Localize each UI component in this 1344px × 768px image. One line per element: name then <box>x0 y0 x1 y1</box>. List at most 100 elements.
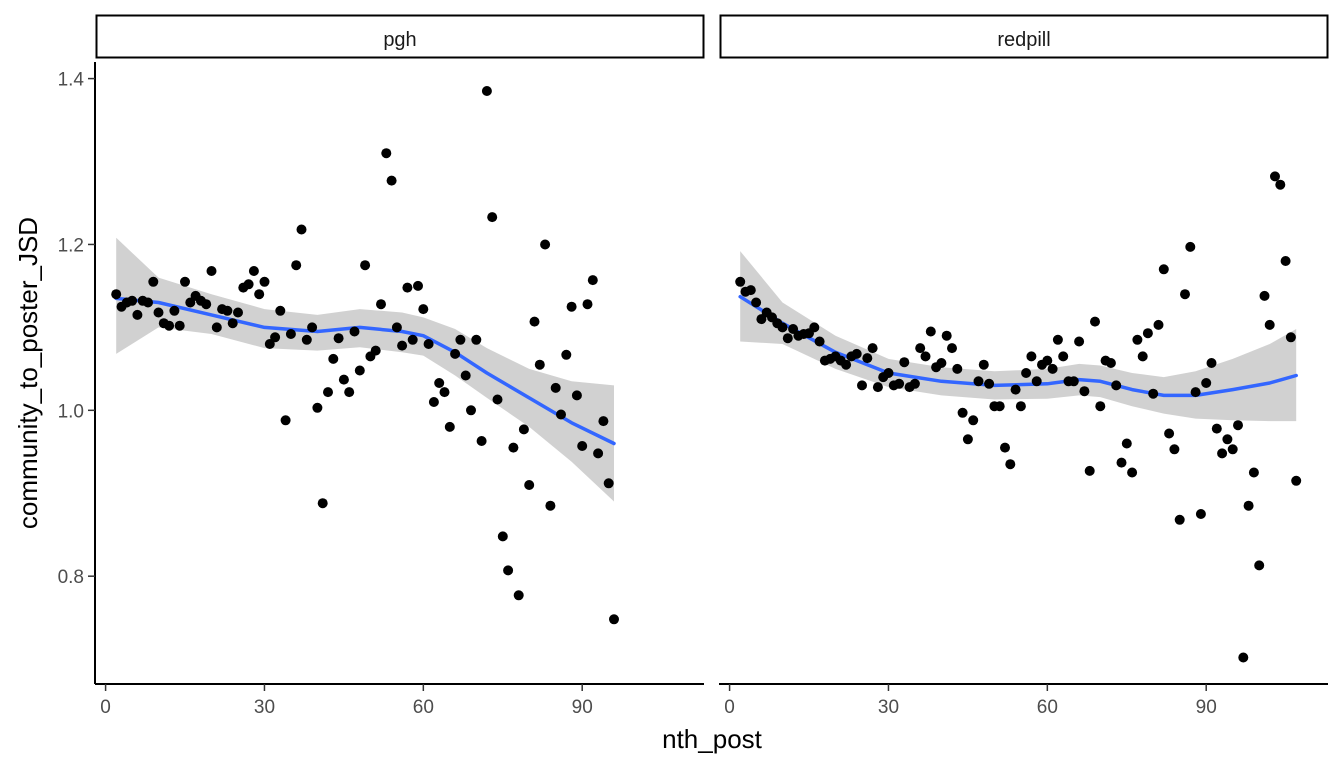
data-point <box>466 405 476 416</box>
data-point <box>984 378 995 389</box>
data-point <box>1227 444 1238 455</box>
panel-pgh: pgh 0 30 60 90 0.8 1.0 1.2 1.4 <box>58 14 705 718</box>
panel-redpill: redpill 0 30 60 90 <box>719 14 1329 718</box>
data-point <box>745 285 756 296</box>
data-point <box>952 363 963 374</box>
data-point <box>132 309 143 320</box>
y-tick-label: 0.8 <box>58 567 84 588</box>
data-point <box>1233 420 1243 431</box>
data-point <box>1105 358 1116 368</box>
data-point <box>1026 351 1037 362</box>
data-point <box>338 374 349 385</box>
data-point <box>301 334 312 345</box>
data-point <box>450 348 461 359</box>
data-point <box>1000 442 1010 453</box>
data-point <box>487 212 498 223</box>
data-point <box>1211 423 1222 434</box>
data-point <box>1259 290 1270 301</box>
data-point <box>1116 457 1127 468</box>
data-point <box>127 295 138 306</box>
data-point <box>243 279 254 290</box>
data-point <box>397 340 408 351</box>
data-point <box>1185 241 1196 252</box>
data-point <box>1174 514 1185 525</box>
data-point <box>1285 332 1296 343</box>
data-point <box>1068 376 1079 387</box>
x-tick-label: 60 <box>413 697 434 718</box>
data-point <box>883 368 894 378</box>
data-point <box>381 148 392 159</box>
data-point <box>222 305 233 316</box>
data-point <box>280 415 291 426</box>
data-point <box>941 330 952 341</box>
data-point <box>174 320 185 331</box>
data-point <box>814 336 825 347</box>
data-point <box>968 415 979 426</box>
data-point <box>603 478 614 489</box>
data-point <box>1222 434 1233 445</box>
data-point <box>370 345 381 356</box>
data-point <box>1153 319 1164 330</box>
data-point <box>503 565 514 576</box>
data-point <box>561 349 572 360</box>
data-point <box>1164 428 1175 439</box>
data-point <box>1142 328 1153 339</box>
data-point <box>264 339 275 349</box>
data-point <box>1111 380 1122 391</box>
data-point <box>1079 386 1090 397</box>
data-point <box>206 266 217 276</box>
data-point <box>471 334 482 345</box>
data-point <box>323 387 333 398</box>
x-tick-label: 30 <box>254 697 275 718</box>
data-point <box>233 307 243 318</box>
data-point <box>296 224 307 235</box>
data-point <box>1195 509 1206 519</box>
data-point <box>1169 444 1180 455</box>
data-point <box>360 260 371 271</box>
data-point <box>291 260 302 271</box>
data-point <box>529 316 540 327</box>
data-point <box>545 500 556 511</box>
data-point <box>936 358 947 368</box>
data-point <box>872 382 883 393</box>
data-point <box>598 416 609 427</box>
strip-label: redpill <box>997 29 1050 51</box>
data-point <box>1180 289 1190 300</box>
data-point <box>164 320 175 331</box>
data-point <box>455 334 466 345</box>
data-point <box>1021 368 1032 378</box>
data-point <box>413 280 423 291</box>
data-point <box>566 301 577 312</box>
data-point <box>556 409 566 420</box>
data-point <box>1158 264 1169 275</box>
data-point <box>841 359 852 370</box>
data-point <box>1137 351 1148 362</box>
data-point <box>1264 319 1275 330</box>
data-point <box>978 359 989 370</box>
data-point <box>571 390 582 401</box>
data-point <box>1132 334 1143 345</box>
data-point <box>1127 467 1138 478</box>
data-point <box>1047 363 1058 374</box>
x-tick-label: 0 <box>100 697 111 718</box>
data-point <box>909 378 920 389</box>
data-point <box>920 351 931 362</box>
data-point <box>376 299 386 310</box>
data-point <box>386 175 397 186</box>
data-point <box>1270 171 1280 182</box>
data-point <box>407 334 418 345</box>
data-point <box>957 407 968 418</box>
data-point <box>1190 387 1201 398</box>
x-tick-label: 90 <box>1196 697 1217 718</box>
data-point <box>862 353 873 364</box>
data-point <box>782 333 793 344</box>
data-point <box>513 590 524 601</box>
data-point <box>476 436 487 446</box>
x-tick-label: 60 <box>1037 697 1058 718</box>
data-point <box>354 365 365 376</box>
data-point <box>1121 438 1132 449</box>
data-point <box>1042 355 1053 366</box>
data-point <box>460 370 471 381</box>
smooth-line <box>114 296 616 446</box>
data-point <box>973 376 984 387</box>
